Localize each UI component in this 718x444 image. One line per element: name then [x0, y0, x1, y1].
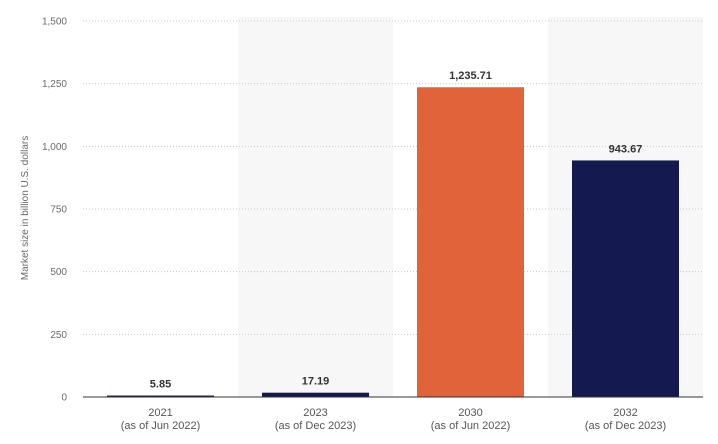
x-tick-label-note: (as of Jun 2022) [431, 420, 511, 432]
y-tick-label: 750 [50, 205, 67, 216]
data-labels: 5.85 17.19 1,235.71 943.67 [150, 70, 643, 390]
x-tick-label-note: (as of Dec 2023) [275, 420, 356, 432]
x-tick-label-year: 2030 [458, 407, 482, 419]
y-tick-label: 1,000 [42, 142, 67, 153]
y-tick-label: 500 [50, 267, 67, 278]
x-axis-categories: 2021(as of Jun 2022)2023(as of Dec 2023)… [121, 407, 666, 432]
y-tick-label: 0 [61, 393, 67, 404]
x-tick-label-note: (as of Dec 2023) [585, 420, 666, 432]
data-label: 5.85 [150, 379, 171, 391]
y-tick-label: 1,250 [42, 79, 67, 90]
y-axis-title: Market size in billion U.S. dollars [20, 136, 31, 281]
bar[interactable] [262, 392, 369, 397]
bar[interactable] [572, 160, 679, 397]
data-label: 1,235.71 [449, 70, 492, 82]
x-tick-label-year: 2032 [613, 407, 637, 419]
x-tick-label-note: (as of Jun 2022) [121, 420, 201, 432]
y-axis-ticks: 0 250 500 750 1,000 1,250 1,500 [42, 17, 67, 404]
y-tick-label: 1,500 [42, 17, 67, 28]
y-tick-label: 250 [50, 330, 67, 341]
x-tick-label-year: 2023 [303, 407, 327, 419]
bar[interactable] [107, 395, 214, 397]
bars [107, 87, 679, 398]
data-label: 943.67 [609, 143, 643, 155]
x-tick-label-year: 2021 [148, 407, 172, 419]
data-label: 17.19 [302, 376, 330, 388]
bar[interactable] [417, 87, 524, 398]
category-band [238, 17, 393, 397]
